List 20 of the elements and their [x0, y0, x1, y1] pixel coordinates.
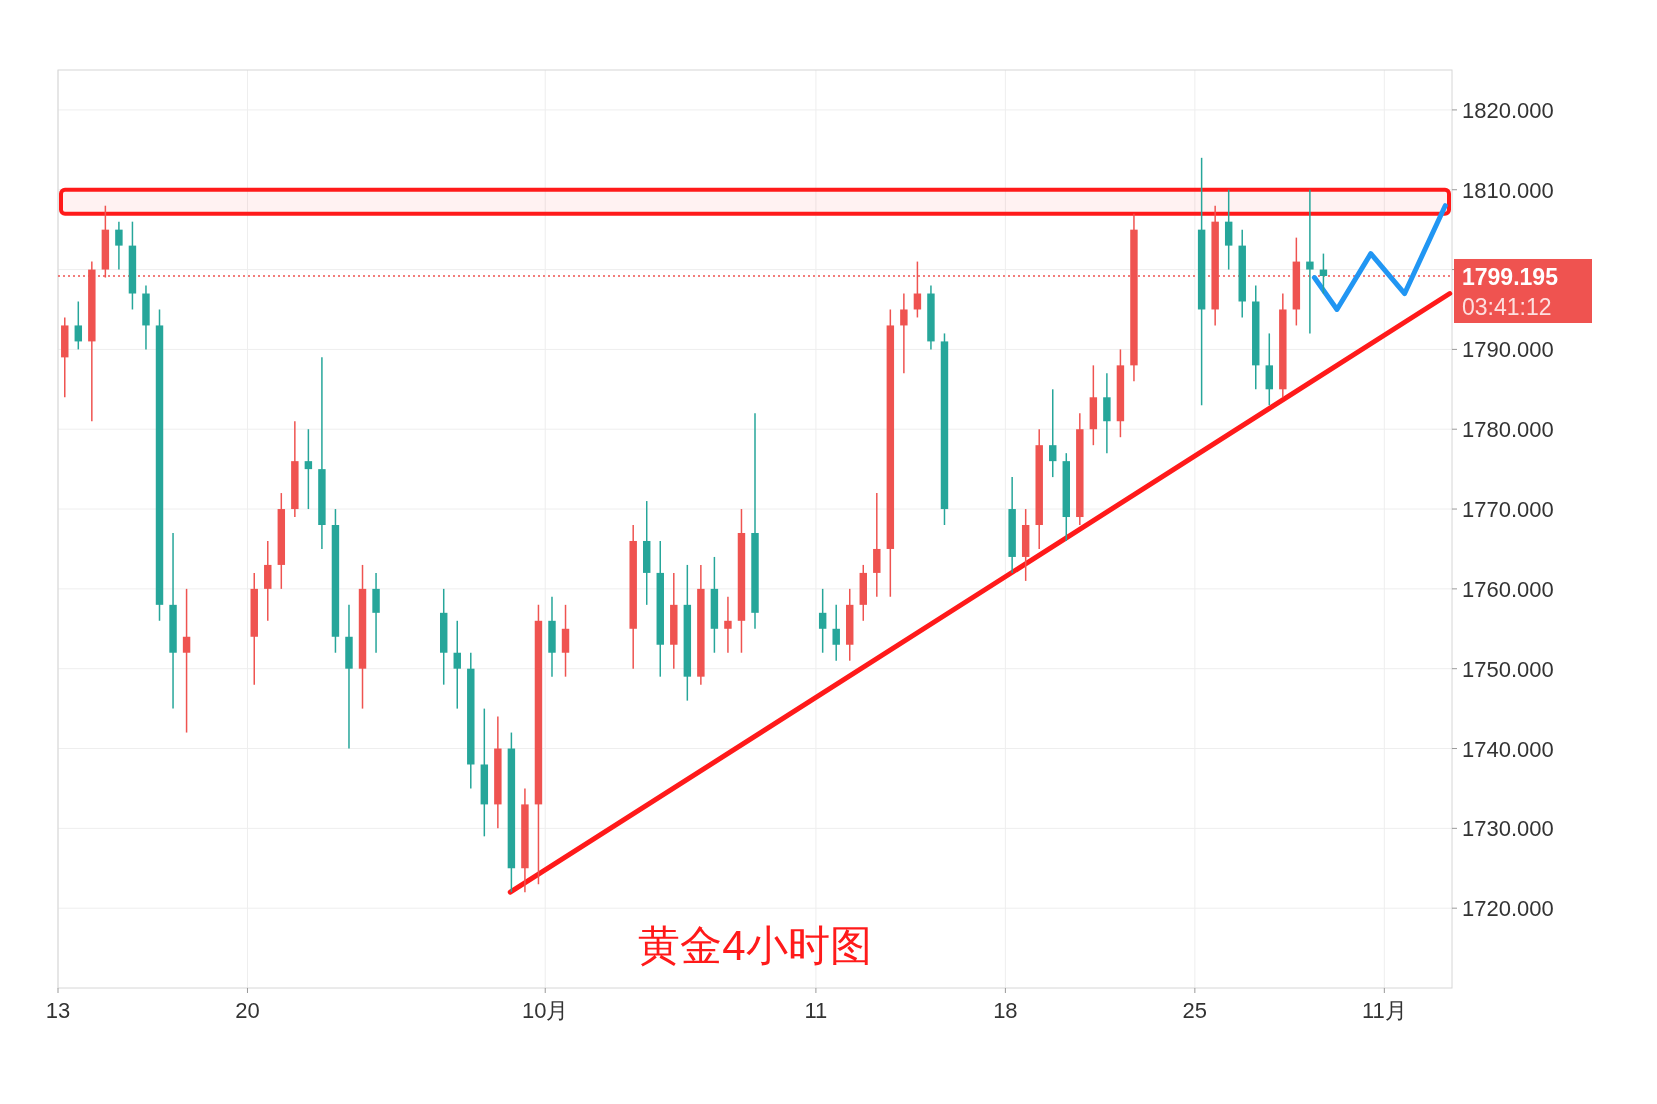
text: 03:41:12: [1462, 293, 1552, 320]
x-tick-label: 25: [1182, 998, 1208, 1023]
ref-line-label: 1799.195: [1462, 263, 1559, 290]
y-tick-label: 1750.000: [1462, 656, 1554, 682]
y-tick-label: 1760.000: [1462, 576, 1554, 602]
x-tick-label: 13: [45, 998, 71, 1023]
y-tick-label: 1810.000: [1462, 177, 1554, 203]
y-tick-label: 1720.000: [1462, 896, 1554, 922]
y-tick-label: 1740.000: [1462, 736, 1554, 762]
y-tick-label: 1770.000: [1462, 497, 1554, 523]
y-tick-label: 1790.000: [1462, 337, 1554, 363]
y-tick-label: 1820.000: [1462, 97, 1554, 123]
x-tick-label: 11: [804, 998, 828, 1023]
y-tick-label: 1730.000: [1462, 816, 1554, 842]
y-tick-label: 1780.000: [1462, 417, 1554, 443]
x-tick-label: 20: [235, 998, 260, 1023]
x-tick-label: 18: [993, 998, 1018, 1023]
x-tick-label: 11月: [1361, 998, 1407, 1023]
text: 黄金4小时图: [638, 922, 872, 969]
x-tick-label: 10月: [521, 998, 569, 1023]
